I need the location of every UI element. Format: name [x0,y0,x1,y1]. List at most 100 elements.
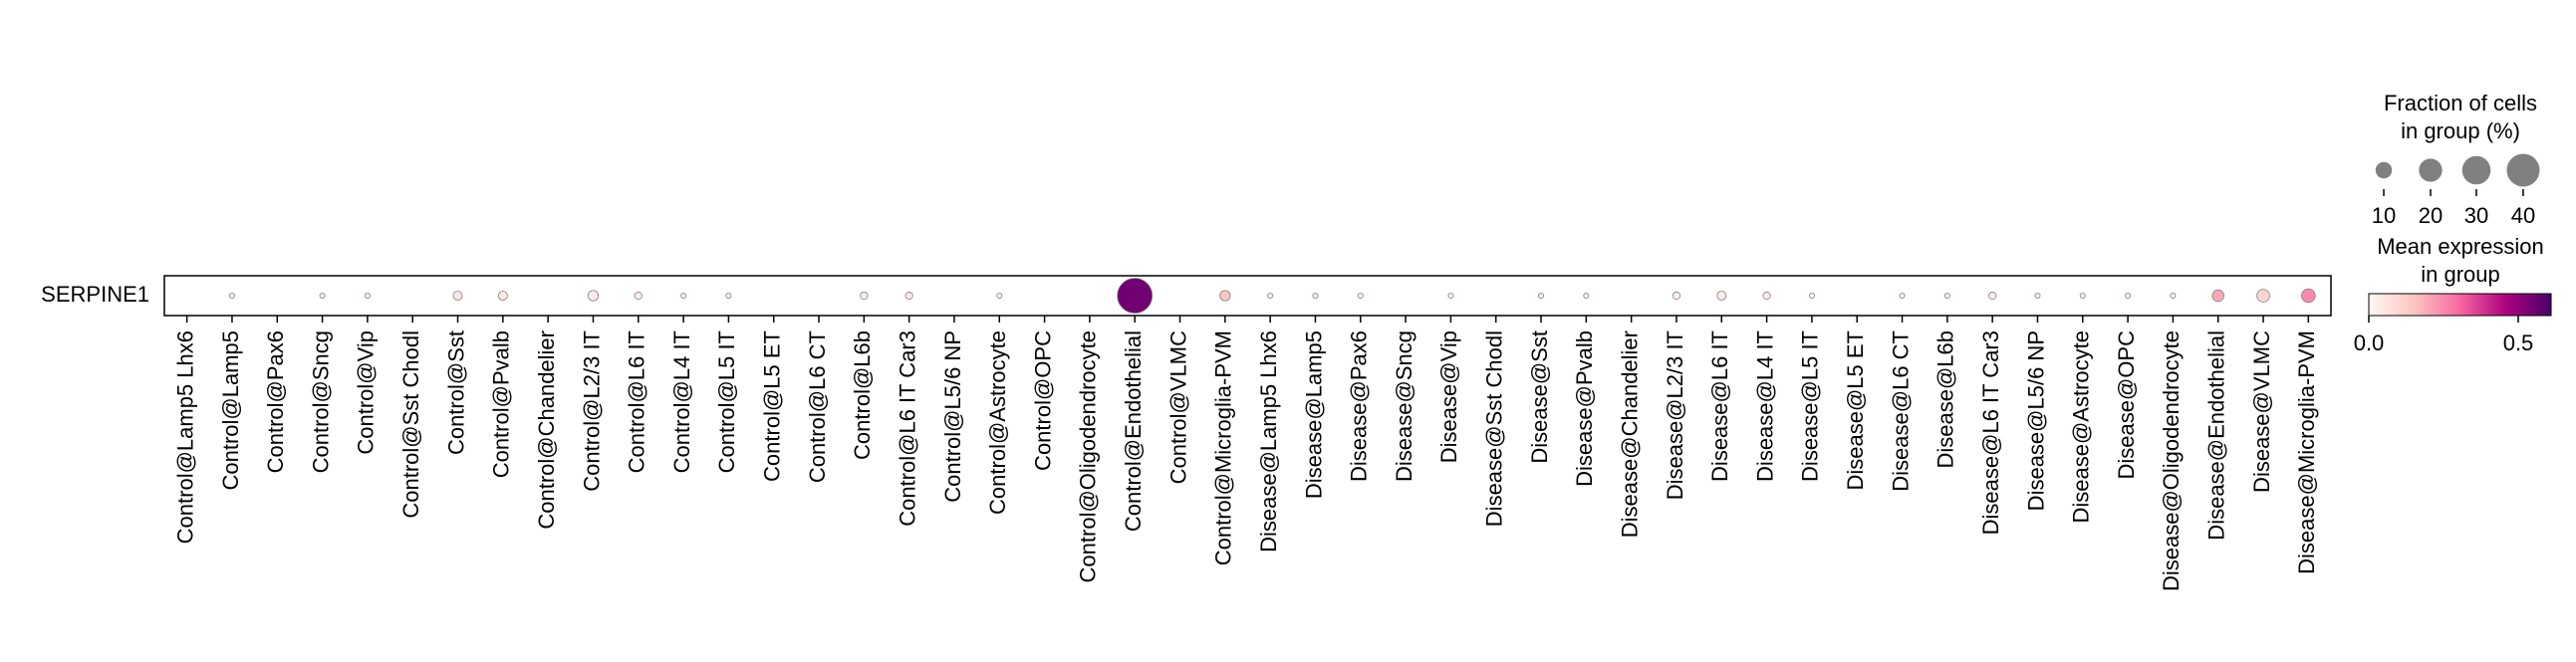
x-tick-label: Disease@Lamp5 [1301,331,1326,499]
x-tick-label: Control@Chandelier [534,331,559,530]
dot [228,292,235,300]
x-tick-label: Control@Pvalb [489,331,514,478]
dot [1988,291,1997,301]
x-tick-label: Control@OPC [1030,331,1055,471]
x-tick-label: Control@L4 IT [669,331,694,473]
x-tick-label: Disease@L5/6 NP [2023,331,2048,511]
x-tick-label: Control@L6 CT [805,331,830,483]
size-legend-dot [2419,158,2443,182]
gene-label: SERPINE1 [41,282,149,307]
x-tick-label: Control@L6 IT [625,331,649,473]
dot [2079,292,2086,300]
x-tick-label: Disease@L6 IT Car3 [1978,331,2003,535]
color-legend-title: in group [2421,262,2500,287]
x-tick-label: Control@L6 IT Car3 [895,331,919,527]
dot [2256,289,2270,303]
dot [452,291,463,301]
dot [1808,292,1815,300]
dot [1762,291,1771,301]
size-legend-label: 40 [2511,203,2535,228]
dot [1716,291,1727,301]
dot [2301,288,2316,304]
dot [364,292,371,300]
dot [2034,292,2041,300]
x-tick-label: Disease@Pax6 [1347,331,1372,482]
dot [1312,292,1319,300]
colorbar-label: 0.5 [2503,331,2534,355]
x-tick-label: Control@Oligodendrocyte [1076,331,1101,582]
dot [1219,290,1231,302]
size-legend-dot [2506,153,2540,187]
dot [1899,292,1906,300]
dot [1672,291,1681,301]
x-tick-label: Control@L6b [850,331,875,460]
x-tick-label: Disease@L4 IT [1752,331,1777,482]
size-legend-title: in group (%) [2401,118,2520,143]
x-tick-label: Control@Lamp5 Lhx6 [172,331,197,544]
dot [1117,278,1154,314]
dot [319,292,326,300]
dot [1357,292,1364,300]
x-tick-label: Disease@Microglia-PVM [2294,331,2319,574]
x-tick-label: Control@L5 IT [714,331,739,473]
color-legend-title: Mean expression [2377,234,2544,259]
x-tick-label: Disease@Endothelial [2204,331,2229,541]
x-tick-label: Control@Vip [354,331,379,455]
size-legend-title: Fraction of cells [2384,91,2537,115]
dot [2125,292,2132,300]
x-tick-label: Disease@OPC [2114,331,2139,480]
x-tick-label: Control@Endothelial [1121,331,1146,532]
dot [1267,292,1274,300]
dot [1538,292,1545,300]
x-tick-label: Disease@L6 IT [1707,331,1732,482]
x-tick-label: Disease@Oligodendrocyte [2159,331,2184,591]
x-tick-label: Control@L2/3 IT [579,331,604,492]
x-tick-label: Control@Microglia-PVM [1211,331,1236,565]
dot [2170,292,2177,300]
plot-frame [163,275,2332,317]
dot [587,290,600,302]
x-tick-label: Control@L5 ET [760,331,785,482]
dot [1447,292,1454,300]
dot [860,291,869,301]
x-tick-label: Disease@Sncg [1392,331,1417,482]
dot [634,291,643,301]
x-tick-label: Disease@Vip [1436,331,1461,463]
x-tick-label: Control@L5/6 NP [940,331,965,503]
x-tick-label: Disease@L5 ET [1843,331,1868,491]
colorbar-label: 0.0 [2354,331,2385,355]
x-tick-label: Control@Pax6 [263,331,288,473]
dot [1943,292,1950,300]
x-tick-label: Control@VLMC [1165,331,1190,484]
x-tick-label: Disease@Astrocyte [2069,331,2094,524]
x-tick-label: Control@Sncg [308,331,333,473]
dot [996,292,1003,300]
size-legend-label: 10 [2372,203,2396,228]
size-legend-label: 30 [2464,203,2488,228]
x-tick-label: Disease@Sst [1527,331,1552,464]
x-tick-label: Control@Astrocyte [985,331,1010,515]
x-tick-label: Disease@VLMC [2249,331,2274,493]
size-legend-dot [2461,155,2491,185]
dot [904,291,913,301]
x-tick-label: Disease@Sst Chodl [1482,331,1507,527]
x-tick-label: Disease@Chandelier [1617,331,1642,538]
x-tick-label: Control@Sst Chodl [398,331,423,519]
x-tick-label: Disease@Pvalb [1572,331,1597,487]
x-tick-label: Disease@L6b [1933,331,1958,469]
dot [680,292,687,300]
size-legend-label: 20 [2419,203,2443,228]
dot [725,292,732,300]
x-tick-label: Control@Lamp5 [218,331,243,491]
dot [2211,289,2224,303]
x-tick-label: Disease@L6 CT [1888,331,1913,492]
dot [1583,292,1590,300]
x-tick-label: Disease@L5 IT [1798,331,1823,482]
x-tick-label: Control@Sst [443,331,468,455]
dot [497,291,508,301]
x-tick-label: Disease@L2/3 IT [1663,331,1687,500]
x-tick-label: Disease@Lamp5 Lhx6 [1256,331,1281,552]
size-legend-dot [2375,161,2393,179]
colorbar [2368,293,2552,317]
